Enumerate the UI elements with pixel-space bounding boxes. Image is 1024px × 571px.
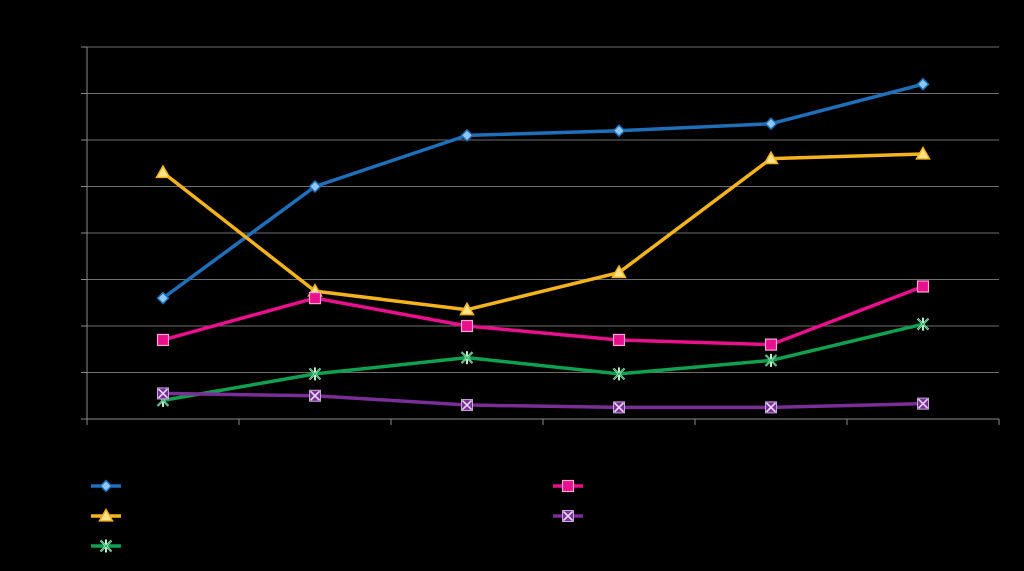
series-2-point bbox=[915, 145, 931, 160]
legend-marker bbox=[99, 479, 113, 493]
series-3-line bbox=[161, 322, 925, 403]
legend-marker bbox=[99, 539, 113, 553]
series-5-point bbox=[157, 387, 169, 400]
series-5-line bbox=[161, 391, 925, 410]
series-4-point bbox=[460, 319, 474, 333]
legend-marker bbox=[561, 479, 575, 493]
legend-item bbox=[91, 539, 121, 553]
series-2-point bbox=[763, 150, 779, 165]
axes bbox=[81, 46, 1000, 425]
series-4-point bbox=[916, 280, 930, 293]
series-1-point bbox=[764, 117, 778, 131]
series-4 bbox=[156, 280, 930, 351]
series-1 bbox=[156, 77, 930, 305]
series-5-point bbox=[461, 399, 473, 412]
series-5-point bbox=[765, 401, 777, 414]
series-1-point bbox=[916, 77, 930, 91]
series-4-point bbox=[156, 333, 170, 347]
series-1-line bbox=[161, 82, 925, 300]
series-5-point bbox=[309, 389, 321, 402]
series-3-point bbox=[612, 367, 626, 381]
series-2-point bbox=[459, 301, 475, 316]
series-1-point bbox=[156, 291, 170, 305]
legend-item bbox=[553, 479, 583, 493]
legend-item bbox=[91, 479, 121, 493]
series-group bbox=[155, 77, 931, 414]
series-3 bbox=[156, 317, 930, 407]
series-2-line bbox=[161, 152, 925, 312]
series-4-point bbox=[308, 292, 322, 305]
legend-item bbox=[553, 510, 583, 522]
series-2-point bbox=[155, 164, 171, 179]
series-5-point bbox=[917, 397, 929, 410]
legend-marker bbox=[562, 510, 574, 522]
series-5-point bbox=[613, 401, 625, 414]
legend-marker bbox=[98, 507, 114, 522]
series-3-point bbox=[916, 317, 930, 331]
series-3-point bbox=[764, 353, 778, 367]
series-5 bbox=[157, 387, 929, 414]
series-3-point bbox=[460, 351, 474, 365]
legend-item bbox=[91, 507, 121, 522]
series-1-point bbox=[460, 128, 474, 142]
series-1-point bbox=[612, 124, 626, 138]
series-4-point bbox=[764, 338, 778, 351]
legend bbox=[91, 479, 583, 553]
series-2 bbox=[155, 145, 931, 316]
series-4-line bbox=[161, 284, 925, 347]
series-3-point bbox=[308, 367, 322, 381]
series-4-point bbox=[612, 333, 626, 347]
series-1-point bbox=[308, 179, 322, 194]
series-2-point bbox=[611, 264, 627, 279]
